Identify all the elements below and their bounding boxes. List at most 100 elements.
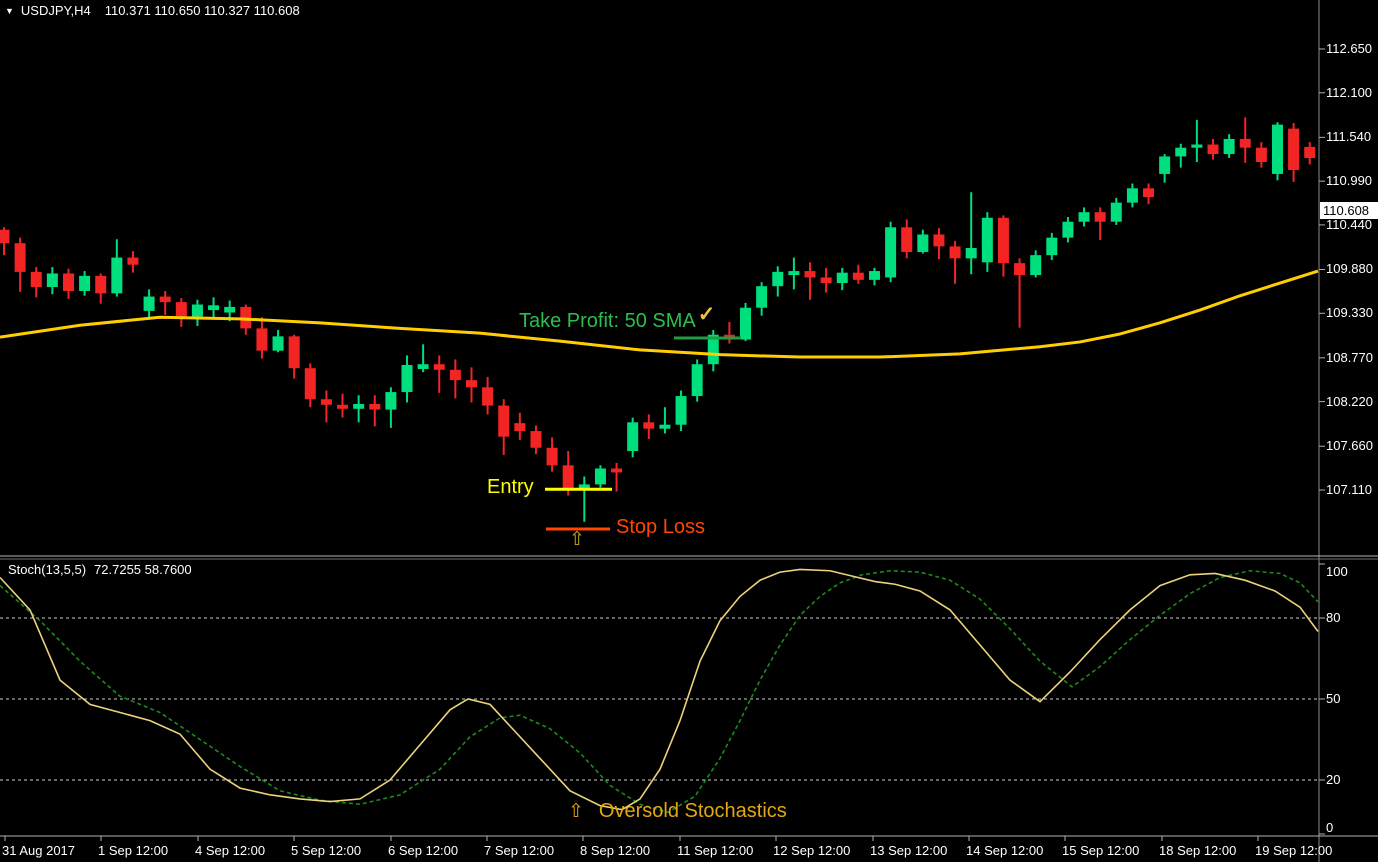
price-axis-label: 110.990 — [1326, 173, 1373, 189]
candle-body — [1143, 188, 1155, 198]
symbol-title: USDJPY,H4 — [20, 3, 91, 18]
candle-body — [288, 336, 300, 369]
candle-body — [127, 257, 139, 265]
candle-body — [643, 422, 655, 429]
stochastic-axis-label: 80 — [1326, 610, 1341, 625]
stochastic-axis-label: 100 — [1326, 564, 1348, 579]
candle-body — [385, 392, 397, 410]
candle-body — [1094, 212, 1106, 222]
candle-body — [1223, 138, 1235, 155]
price-axis-label: 110.440 — [1326, 216, 1373, 232]
stop-loss-label: Stop Loss — [616, 516, 705, 538]
candle-body — [62, 273, 74, 291]
chart-header: ▼ USDJPY,H4 110.371 110.650 110.327 110.60… — [5, 3, 300, 18]
candle-body — [143, 296, 155, 311]
candle-body — [1175, 147, 1187, 157]
candle-body — [175, 302, 187, 317]
stochastic-axis-label: 50 — [1326, 691, 1341, 706]
price-axis-label: 107.110 — [1326, 481, 1373, 497]
candle-body — [433, 364, 445, 370]
candle-body — [997, 217, 1009, 264]
candle-body — [820, 277, 832, 284]
candle-body — [353, 404, 365, 409]
check-icon: ✓ — [697, 303, 716, 326]
candle-body — [868, 271, 880, 280]
candle-body — [514, 423, 526, 432]
candle-body — [191, 304, 203, 317]
candle-body — [740, 307, 752, 340]
candle-body — [772, 271, 784, 287]
candle-body — [546, 447, 558, 466]
price-axis-label: 107.660 — [1326, 438, 1373, 454]
candle-body — [256, 328, 268, 351]
price-axis-label: 109.880 — [1326, 261, 1373, 277]
candle-body — [224, 306, 236, 313]
price-axis-label: 112.100 — [1326, 84, 1373, 100]
candle-body — [401, 365, 413, 393]
candle-body — [417, 364, 429, 369]
candle-body — [949, 246, 961, 259]
stochastic-axis-label: 0 — [1326, 820, 1334, 835]
stochastic-values: 72.7255 58.7600 — [94, 562, 192, 577]
symbol-dropdown-icon[interactable]: ▼ — [5, 6, 14, 16]
candle-body — [675, 396, 687, 425]
candle-body — [79, 275, 91, 291]
candle-body — [1159, 156, 1171, 174]
candle-body — [272, 336, 284, 351]
candle-body — [611, 468, 623, 473]
time-axis-label: 13 Sep 12:00 — [870, 843, 948, 858]
time-axis-label: 19 Sep 12:00 — [1255, 843, 1333, 858]
candle-body — [1239, 138, 1251, 148]
price-axis-label: 108.220 — [1326, 393, 1373, 409]
oversold-label: ⇧ Oversold Stochastics — [568, 800, 787, 823]
take-profit-label: Take Profit: 50 SMA✓ — [519, 303, 715, 333]
candle-body — [14, 243, 26, 272]
stochastic-title: Stoch(13,5,5) — [8, 562, 87, 577]
candle-body — [1207, 144, 1219, 155]
candle-body — [320, 399, 332, 405]
candle-body — [1062, 221, 1074, 238]
candle-body — [482, 387, 494, 406]
candle-body — [885, 227, 897, 278]
time-axis-label: 18 Sep 12:00 — [1159, 843, 1237, 858]
candle-body — [852, 272, 864, 280]
candle-body — [788, 271, 800, 276]
ohlc-values: 110.371 110.650 110.327 110.608 — [104, 3, 300, 18]
time-axis-label: 7 Sep 12:00 — [484, 843, 555, 858]
time-axis-label: 5 Sep 12:00 — [291, 843, 362, 858]
candle-body — [901, 227, 913, 252]
candle-body — [1078, 212, 1090, 222]
candle-body — [30, 271, 42, 288]
candle-body — [965, 248, 977, 259]
time-axis-label: 31 Aug 2017 — [2, 843, 76, 858]
stochastic-header: Stoch(13,5,5) 72.7255 58.7600 — [8, 562, 192, 577]
candle-body — [756, 286, 768, 308]
candle-body — [1271, 124, 1283, 174]
candle-body — [627, 422, 639, 451]
time-axis-label: 8 Sep 12:00 — [580, 843, 651, 858]
time-axis-label: 1 Sep 12:00 — [98, 843, 169, 858]
candle-body — [804, 271, 816, 278]
candle-body — [594, 468, 606, 485]
candle-body — [1014, 263, 1026, 276]
price-axis-label: 112.650 — [1326, 41, 1373, 56]
candle-body — [917, 234, 929, 252]
candle-body — [1304, 146, 1316, 159]
candle-body — [95, 275, 107, 294]
candle-body — [1110, 202, 1122, 222]
candle-body — [208, 305, 220, 311]
sma-50-line — [0, 269, 1319, 359]
up-arrow-icon: ⇧ — [569, 529, 585, 550]
candle-body — [562, 465, 574, 489]
price-axis-label: 111.540 — [1326, 129, 1372, 145]
candle-body — [659, 424, 671, 429]
candle-body — [337, 404, 349, 409]
candle-body — [578, 484, 590, 489]
candle-body — [1255, 147, 1267, 163]
time-axis-label: 12 Sep 12:00 — [773, 843, 851, 858]
candle-body — [159, 296, 171, 303]
time-axis-label: 14 Sep 12:00 — [966, 843, 1044, 858]
time-axis-label: 6 Sep 12:00 — [388, 843, 459, 858]
